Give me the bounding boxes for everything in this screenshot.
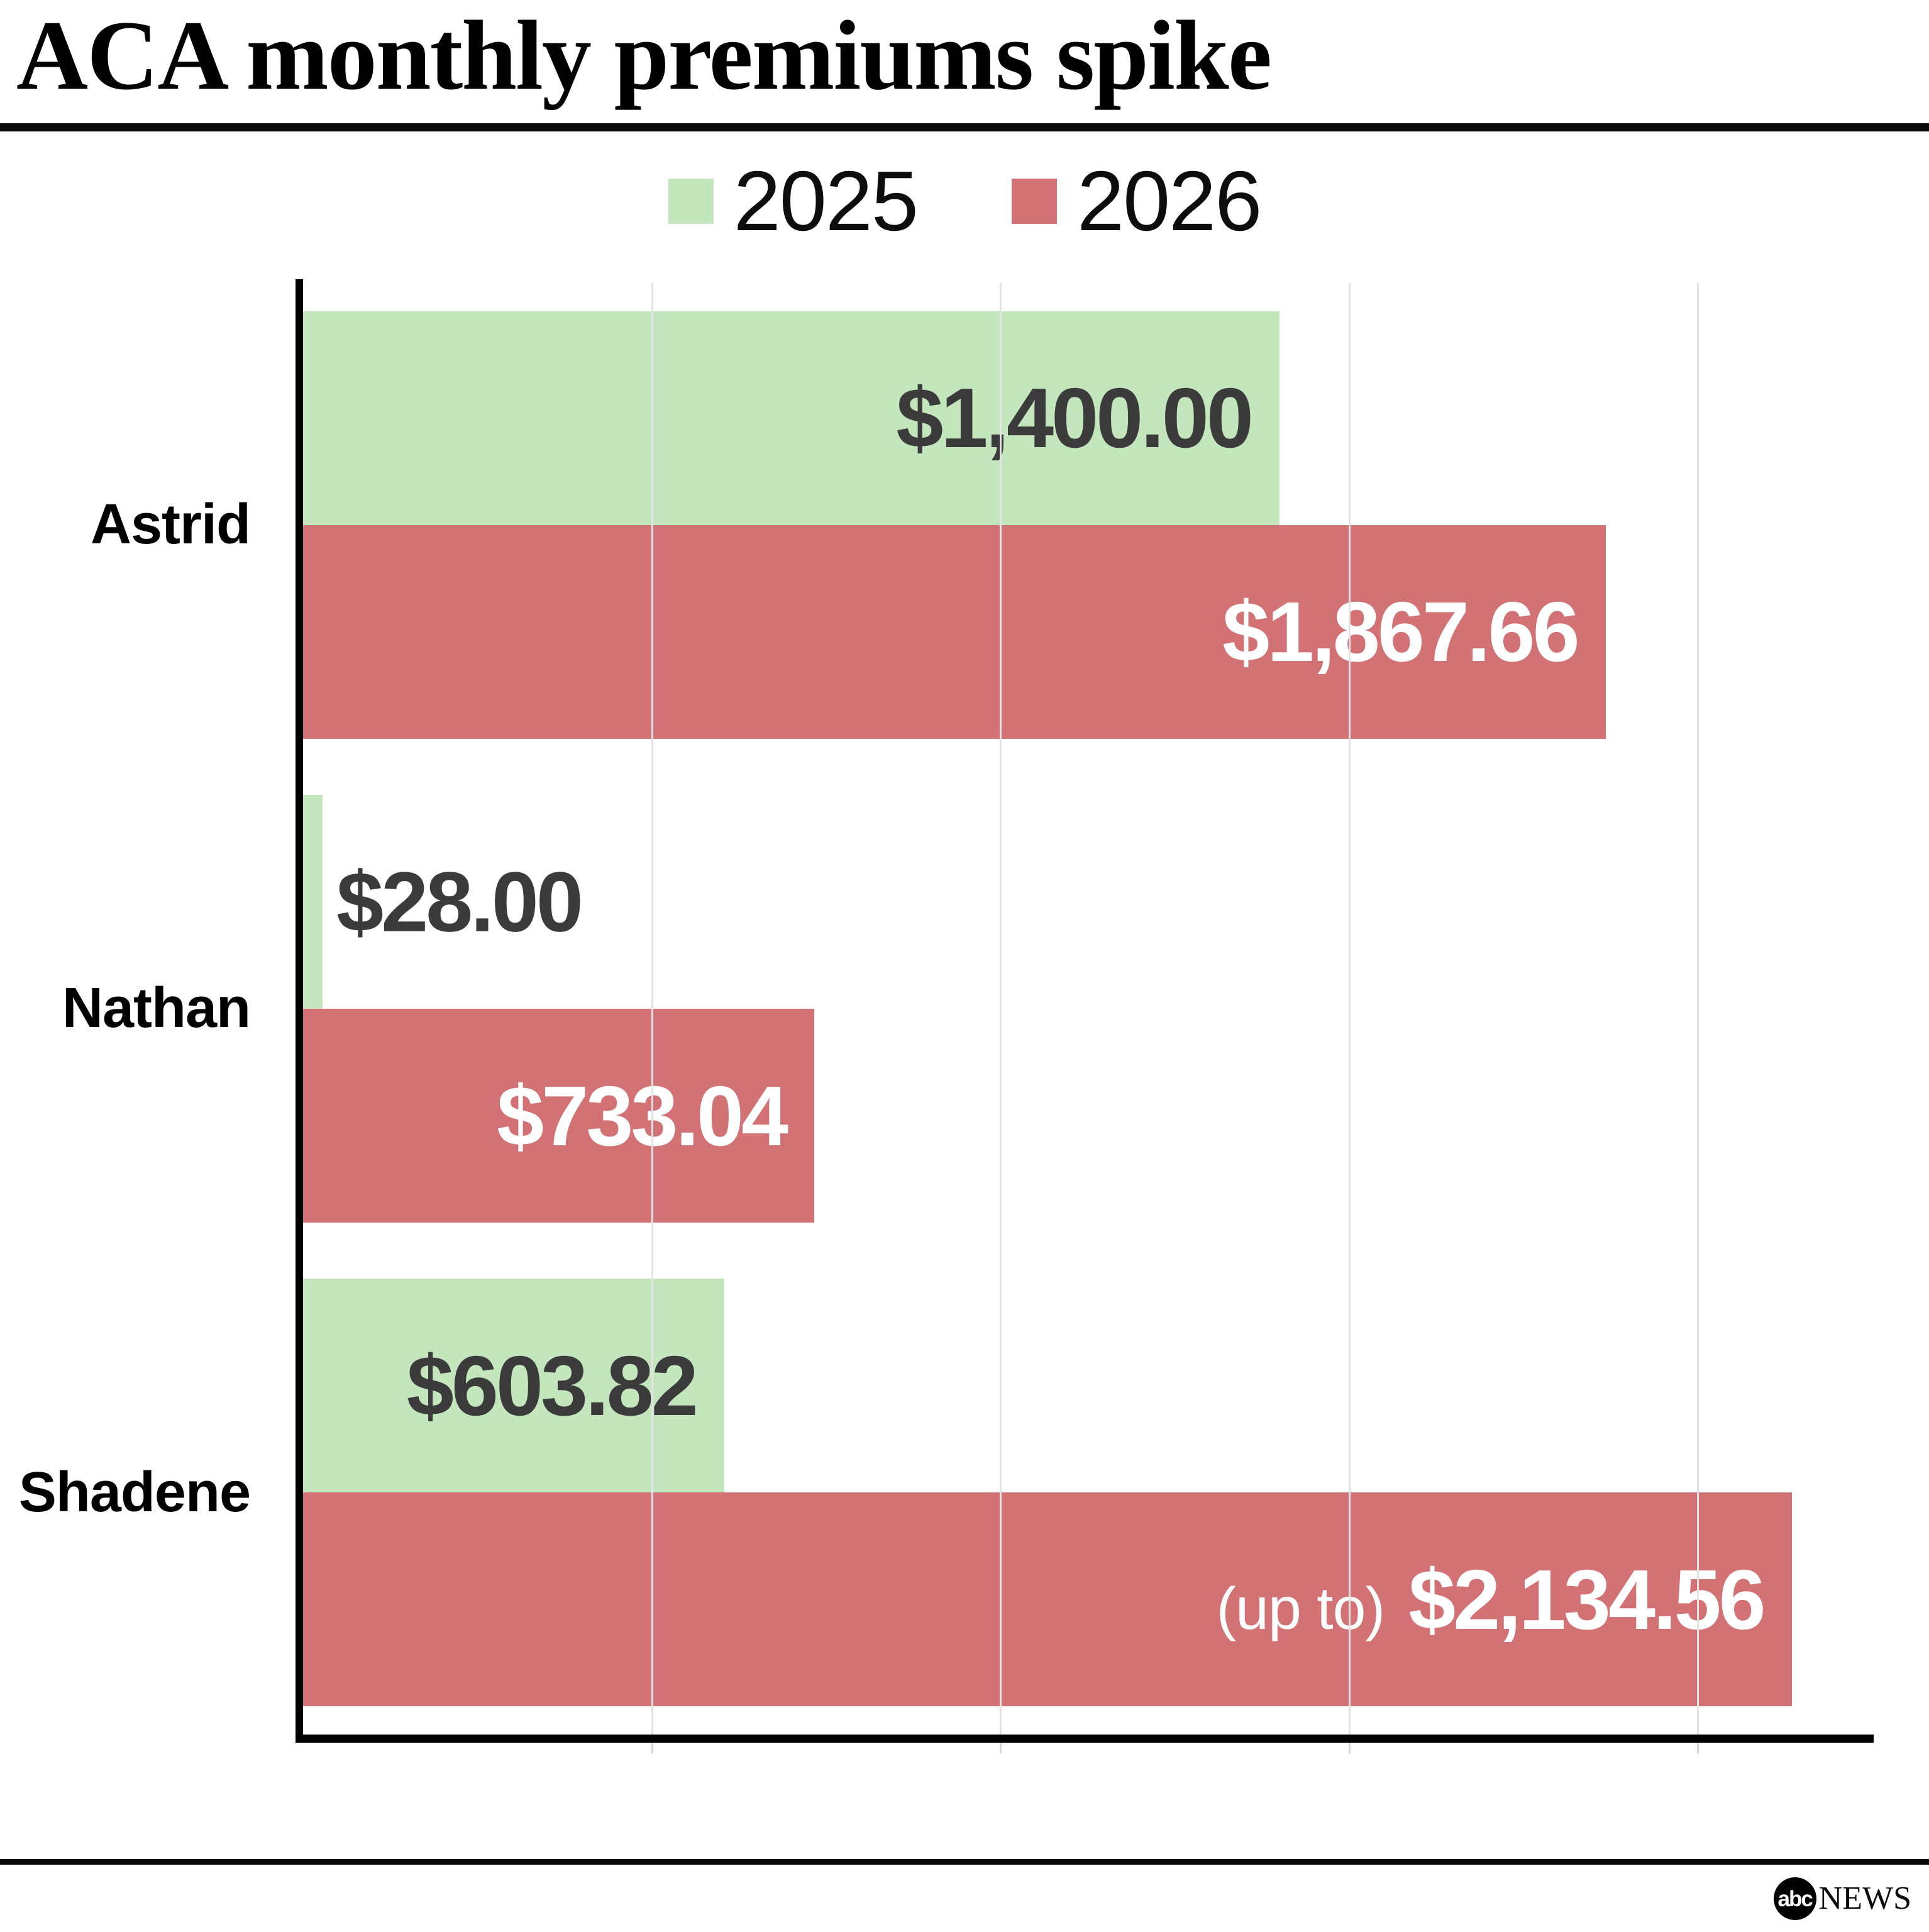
bar-group-shadene: $603.82 (up to) $2,134.56 <box>303 1251 1874 1735</box>
bar-rows: $1,400.00 $1,867.66 $28.00 $733.04 $603.82 (u… <box>303 283 1874 1735</box>
bar-shadene-2025: $603.82 <box>303 1279 724 1493</box>
bar-astrid-2025: $1,400.00 <box>303 311 1280 525</box>
gridline-1500 <box>1348 283 1351 1735</box>
title-divider <box>0 123 1929 131</box>
axis-tick-2000 <box>1697 1737 1700 1753</box>
bar-value-number: $733.04 <box>497 1068 788 1163</box>
bar-shadene-2026: (up to) $2,134.56 <box>303 1492 1792 1707</box>
bar-value-prefix: (up to) <box>1216 1575 1386 1642</box>
bar-value-number: $1,400.00 <box>896 370 1254 466</box>
legend-swatch-2026 <box>1012 178 1057 224</box>
bar-value-number: $603.82 <box>406 1338 699 1433</box>
abc-logo-circle: abc <box>1773 1877 1816 1920</box>
gridline-2000 <box>1697 283 1700 1735</box>
axis-tick-1500 <box>1348 1737 1351 1753</box>
axis-tick-1000 <box>1000 1737 1002 1753</box>
chart-legend: 2025 2026 <box>0 158 1929 243</box>
bar-nathan-2025: $28.00 <box>303 794 583 1009</box>
category-label-shadene: Shadene <box>18 1460 251 1524</box>
y-axis-line <box>296 279 303 1742</box>
bar-astrid-2026: $1,867.66 <box>303 525 1606 739</box>
footer-divider <box>0 1859 1929 1865</box>
bar-value-label: $28.00 <box>336 859 583 944</box>
category-label-nathan: Nathan <box>62 977 251 1040</box>
x-axis-line <box>296 1735 1874 1743</box>
legend-label: 2026 <box>1077 153 1262 248</box>
bar-nathan-2026: $733.04 <box>303 1008 815 1223</box>
abc-logo-text: abc <box>1777 1886 1813 1911</box>
gridline-1000 <box>1000 283 1002 1735</box>
bar-chart: Astrid Nathan Shadene $1,400.00 $1,867.66 $2… <box>0 279 1874 1753</box>
bar-group-nathan: $28.00 $733.04 <box>303 767 1874 1250</box>
bar-value-number: $1,867.66 <box>1222 584 1580 680</box>
bar-value-label: $1,400.00 <box>896 375 1280 460</box>
bar-value-label: $733.04 <box>497 1074 814 1158</box>
legend-swatch-2025 <box>668 178 714 224</box>
news-logo-text: NEWS <box>1818 1880 1911 1916</box>
plot-area: $1,400.00 $1,867.66 $28.00 $733.04 $603.82 (u… <box>303 283 1874 1753</box>
bar-group-astrid: $1,400.00 $1,867.66 <box>303 283 1874 767</box>
bar-value-label: $603.82 <box>407 1343 724 1428</box>
legend-item-2025: 2025 <box>668 153 919 248</box>
legend-item-2026: 2026 <box>1012 153 1262 248</box>
bar-value-label: (up to) $2,134.56 <box>1217 1557 1792 1642</box>
legend-label: 2025 <box>733 153 919 248</box>
bar-value-number: $28.00 <box>336 854 583 950</box>
bar-value-number: $2,134.56 <box>1408 1552 1766 1647</box>
category-axis-labels: Astrid Nathan Shadene <box>0 283 275 1735</box>
page-title: ACA monthly premiums spike <box>16 1 1272 111</box>
bar-value-label: $1,867.66 <box>1222 589 1606 674</box>
abc-news-logo: abc NEWS <box>1773 1877 1911 1921</box>
gridline-500 <box>651 283 653 1735</box>
axis-tick-500 <box>651 1737 653 1753</box>
category-label-astrid: Astrid <box>90 493 251 557</box>
